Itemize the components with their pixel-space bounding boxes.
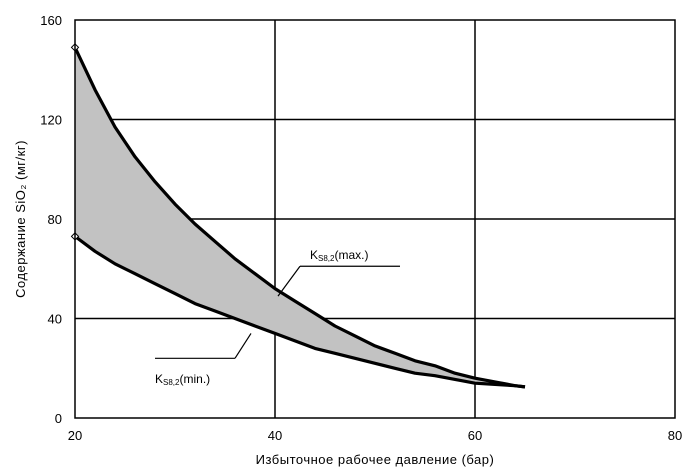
y-tick-label: 160 bbox=[40, 13, 62, 28]
annotation-max-main: K bbox=[310, 248, 318, 262]
x-axis-title: Избыточное рабочее давление (бар) bbox=[256, 452, 495, 467]
y-tick-label: 0 bbox=[55, 411, 62, 426]
y-tick-label: 80 bbox=[48, 212, 62, 227]
annotation-max-sub: S8,2 bbox=[318, 254, 335, 263]
annotation-min-main: K bbox=[155, 372, 163, 386]
x-tick-label: 20 bbox=[68, 428, 82, 443]
y-tick-labels: 0 40 80 120 160 bbox=[40, 13, 62, 426]
x-tick-label: 40 bbox=[268, 428, 282, 443]
x-tick-labels: 20 40 60 80 bbox=[68, 428, 682, 443]
annotation-min-suffix: (min.) bbox=[179, 372, 210, 386]
annotation-max-suffix: (max.) bbox=[334, 248, 368, 262]
y-tick-label: 40 bbox=[48, 312, 62, 327]
y-axis-title: Содержание SiO₂ (мг/кг) bbox=[13, 140, 28, 298]
annotation-min-sub: S8,2 bbox=[163, 378, 180, 387]
x-tick-label: 80 bbox=[668, 428, 682, 443]
x-tick-label: 60 bbox=[468, 428, 482, 443]
y-tick-label: 120 bbox=[40, 113, 62, 128]
